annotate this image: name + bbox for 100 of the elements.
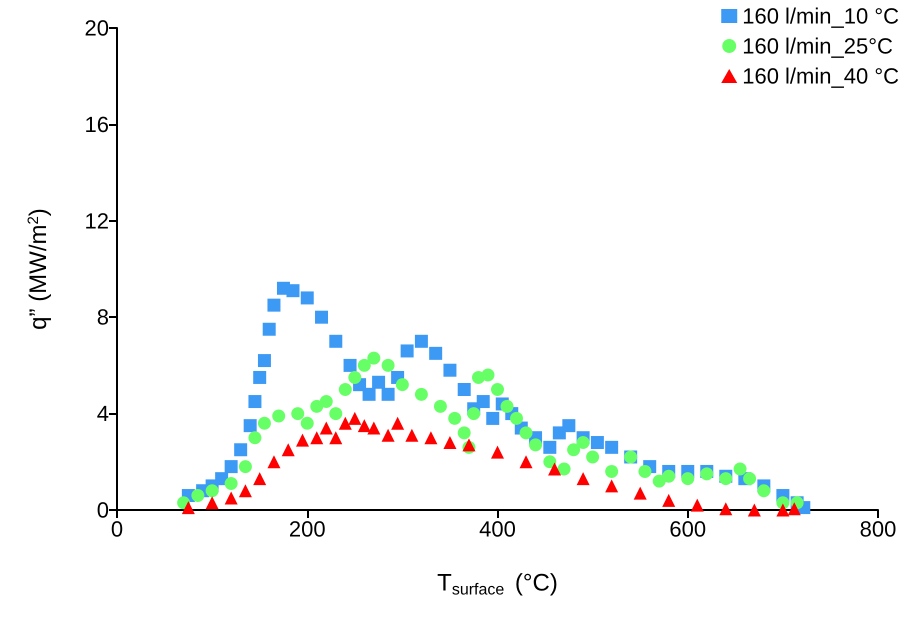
point: [567, 443, 580, 456]
point: [282, 443, 295, 456]
point: [605, 440, 618, 454]
y-tick-label: 12: [84, 208, 109, 234]
point: [700, 467, 714, 480]
point: [296, 434, 309, 447]
point: [458, 383, 471, 396]
point: [462, 438, 476, 452]
y-tick-label: 16: [84, 112, 109, 137]
y-tick-label: 20: [84, 16, 109, 40]
point: [443, 364, 456, 377]
point: [520, 455, 533, 468]
point: [253, 370, 266, 384]
point: [776, 504, 790, 516]
point: [367, 352, 380, 365]
point: [329, 431, 342, 444]
point: [690, 498, 704, 512]
point: [543, 440, 556, 454]
point: [362, 388, 376, 401]
point: [590, 436, 604, 450]
point: [662, 470, 676, 483]
point: [743, 472, 756, 486]
point: [358, 358, 371, 372]
point: [300, 291, 314, 304]
x-tick-label: 800: [860, 516, 896, 542]
legend-label: 160 l/min_10 °C: [742, 4, 900, 28]
point: [338, 416, 352, 430]
y-tick-label: 4: [96, 401, 109, 426]
point: [414, 388, 428, 401]
x-tick-label: 400: [479, 516, 516, 542]
point: [443, 436, 456, 450]
point: [500, 400, 514, 413]
point: [757, 484, 770, 498]
point: [372, 376, 386, 389]
point: [414, 334, 428, 348]
point: [405, 428, 418, 442]
point: [267, 298, 280, 312]
point: [382, 388, 395, 401]
point: [634, 486, 647, 500]
point: [586, 450, 600, 464]
point: [320, 395, 333, 408]
point: [272, 410, 286, 423]
point: [491, 446, 504, 459]
point: [652, 474, 666, 488]
point: [234, 443, 248, 456]
legend-label: 160 l/min_40 °C: [742, 64, 900, 88]
point: [244, 419, 257, 432]
point: [638, 464, 652, 478]
point: [558, 462, 571, 476]
point: [258, 416, 271, 430]
point: [338, 383, 352, 396]
point: [396, 378, 409, 392]
point: [719, 472, 732, 486]
point: [348, 412, 362, 425]
point: [191, 489, 204, 502]
point: [348, 370, 362, 384]
point: [719, 502, 732, 516]
point: [662, 494, 676, 507]
point: [681, 472, 694, 486]
point: [424, 431, 438, 444]
point: [486, 412, 500, 425]
point: [358, 419, 371, 432]
point: [320, 422, 333, 435]
point: [224, 491, 238, 504]
point: [224, 460, 238, 474]
y-axis-title: q” (MW/m2): [25, 208, 52, 330]
point: [448, 412, 462, 425]
point: [286, 284, 300, 298]
point: [262, 322, 276, 336]
point: [258, 354, 271, 368]
point: [605, 479, 618, 492]
point: [291, 407, 304, 420]
point: [467, 407, 480, 420]
point: [491, 383, 504, 396]
point: [400, 344, 414, 358]
point: [206, 484, 219, 498]
point: [476, 395, 490, 408]
point: [434, 400, 447, 413]
point: [253, 472, 266, 486]
point: [329, 407, 342, 420]
point: [248, 395, 262, 408]
legend-label: 160 l/min_25°C: [742, 34, 893, 58]
point: [206, 496, 219, 510]
point: [248, 431, 262, 444]
point: [562, 419, 576, 432]
y-tick-label: 8: [96, 304, 109, 330]
point: [310, 400, 324, 413]
point: [605, 464, 618, 478]
point: [576, 472, 590, 486]
point: [267, 455, 280, 468]
point: [520, 426, 533, 440]
point: [510, 412, 524, 425]
point: [748, 504, 761, 516]
point: [238, 460, 252, 474]
point: [382, 358, 395, 372]
point: [238, 484, 252, 498]
x-tick-label: 200: [288, 516, 326, 542]
point: [182, 501, 195, 514]
point: [391, 416, 404, 430]
point: [482, 368, 494, 382]
